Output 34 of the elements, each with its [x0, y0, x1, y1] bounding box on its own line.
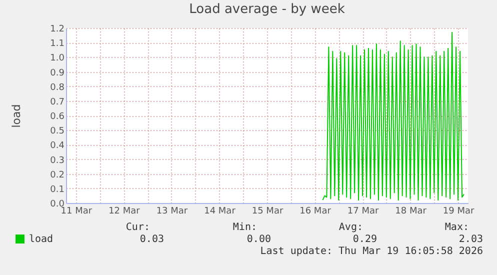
x-tick-label: 12 Mar [108, 206, 140, 216]
y-tick-label: 0.6 [50, 112, 65, 122]
y-tick-label: 0.9 [50, 68, 65, 78]
y-tick-label: 0.2 [50, 170, 64, 180]
text: 0.29 [352, 234, 377, 245]
y-tick-label: 0.3 [50, 156, 64, 166]
text: Last update: Thu Mar 19 16:05:58 2026 [260, 246, 483, 257]
x-tick-label: 15 Mar [252, 206, 284, 216]
x-tick-label: 11 Mar [60, 206, 92, 216]
line-series [322, 32, 465, 201]
x-tick-label: 14 Mar [204, 206, 236, 216]
x-tick-label: 19 Mar [442, 206, 474, 216]
y-tick-label: 0.1 [50, 184, 64, 195]
y-axis-title: load [10, 104, 24, 128]
text: 2.03 [458, 234, 483, 245]
x-tick-label: 17 Mar [347, 206, 379, 216]
text: Max: [444, 222, 469, 233]
x-tick-label: 13 Mar [156, 206, 188, 216]
text: Min: [232, 222, 257, 233]
x-tick-label: 18 Mar [395, 206, 427, 216]
text: Cur: [126, 222, 150, 233]
text: Avg: [338, 222, 363, 233]
chart-title: Load average - by week [189, 2, 346, 17]
y-tick-label: 0.5 [50, 126, 64, 137]
y-tick-label: 1.1 [50, 39, 64, 50]
legend-label: load [29, 234, 54, 245]
y-tick-label: 0.8 [50, 82, 65, 93]
y-tick-label: 1.0 [50, 54, 65, 64]
y-tick-label: 1.2 [50, 24, 64, 34]
y-tick-label: 0.4 [50, 141, 65, 152]
y-tick-label: 0.7 [50, 97, 64, 108]
text: 0.00 [246, 234, 271, 245]
x-tick-label: 16 Mar [300, 206, 332, 216]
text: 0.03 [140, 234, 164, 245]
